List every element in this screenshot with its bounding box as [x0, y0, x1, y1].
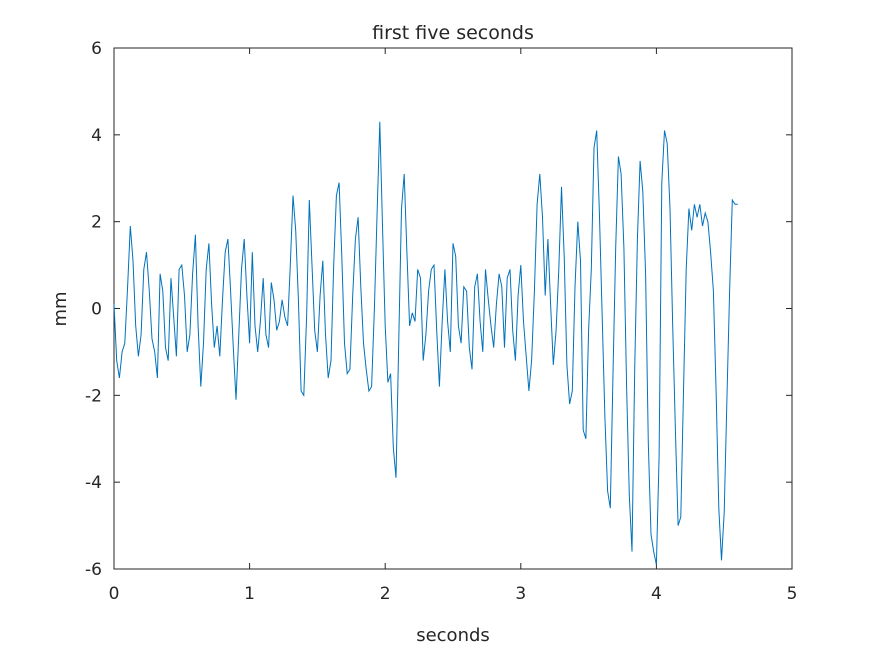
y-tick-label: 6 — [91, 39, 102, 59]
y-tick-label: -2 — [85, 386, 102, 406]
x-tick-label: 4 — [651, 584, 662, 604]
x-tick-label: 5 — [787, 584, 798, 604]
x-axis-label: seconds — [416, 625, 490, 646]
x-tick-label: 0 — [109, 584, 120, 604]
y-tick-label: -4 — [85, 473, 102, 493]
y-tick-label: 2 — [91, 213, 102, 233]
series-line — [113, 121, 738, 565]
chart-title: first five seconds — [372, 22, 534, 44]
axis-ticks: 0 1 2 3 4 5 -6 -4 -2 0 2 4 6 — [85, 39, 797, 604]
y-tick-label: 4 — [91, 126, 102, 146]
y-tick-label: -6 — [85, 560, 102, 580]
x-tick-label: 3 — [515, 584, 526, 604]
x-tick-label: 2 — [380, 584, 391, 604]
y-tick-label: 0 — [91, 300, 102, 320]
x-tick-label: 1 — [244, 584, 255, 604]
plot-area — [113, 47, 793, 570]
y-axis-label: mm — [50, 291, 71, 326]
